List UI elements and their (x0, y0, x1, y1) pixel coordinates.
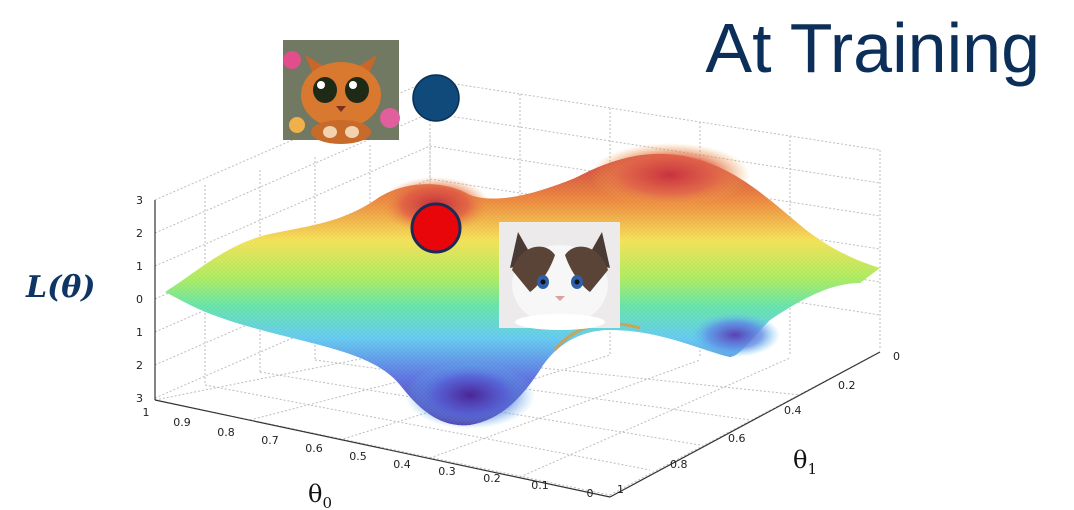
training-point-marker (412, 74, 460, 122)
loss-label: L(θ) (26, 270, 96, 305)
theta1-tick: 0.2 (838, 379, 856, 392)
ragdoll-cat-image (499, 222, 620, 330)
theta1-tick: 0.4 (784, 404, 802, 417)
theta0-tick: 0.5 (349, 450, 367, 463)
z-tick: 3 (136, 194, 143, 207)
z-tick: 1 (136, 326, 143, 339)
theta1-tick: 0.6 (728, 432, 746, 445)
theta0-tick: 0.4 (393, 458, 411, 471)
theta0-tick: 0.6 (305, 442, 323, 455)
z-tick: 1 (136, 260, 143, 273)
z-tick: 2 (136, 359, 143, 372)
z-tick: 2 (136, 227, 143, 240)
theta0-tick: 0.3 (438, 465, 456, 478)
theta1-ticks: 0 0.2 0.4 0.6 0.8 1 (617, 350, 900, 496)
current-point-marker (410, 202, 462, 254)
cartoon-cat-image (283, 40, 400, 144)
theta0-tick: 0.8 (217, 426, 235, 439)
z-tick: 3 (136, 392, 143, 405)
slide-title: At Training (705, 9, 1040, 87)
theta0-tick: 0.1 (531, 479, 549, 492)
theta0-tick: 1 (143, 406, 150, 419)
theta0-tick: 0.2 (483, 472, 501, 485)
theta1-tick: 0.8 (670, 458, 688, 471)
theta0-tick: 0.9 (173, 416, 191, 429)
z-tick: 0 (136, 293, 143, 306)
theta1-axis-label: θ1 (793, 446, 817, 478)
z-ticks: 3 2 1 0 1 2 3 (136, 194, 143, 405)
theta1-tick: 1 (617, 483, 624, 496)
theta0-tick: 0.7 (261, 434, 279, 447)
theta1-tick: 0 (893, 350, 900, 363)
theta0-tick: 0 (587, 487, 594, 500)
theta0-axis-label: θ0 (308, 480, 332, 510)
theta0-ticks: 1 0.9 0.8 0.7 0.6 0.5 0.4 0.3 0.2 0.1 0 (143, 406, 594, 500)
axis-lines (154, 200, 881, 498)
